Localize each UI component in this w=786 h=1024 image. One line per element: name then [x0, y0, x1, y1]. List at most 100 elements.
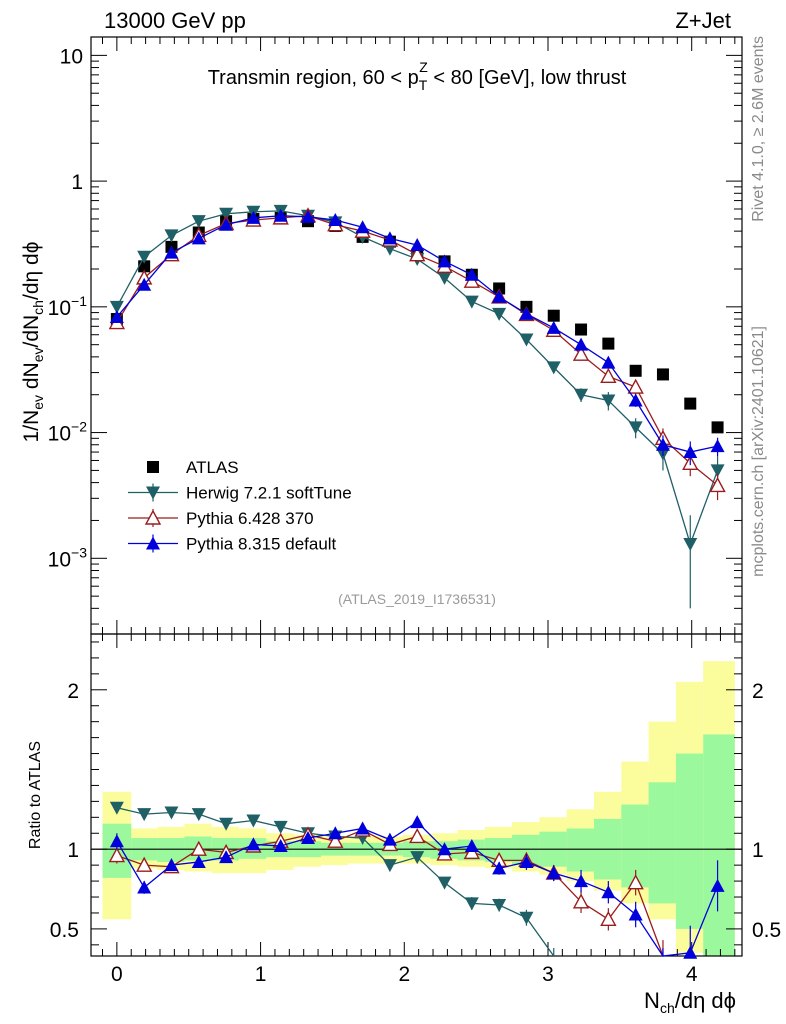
- x-tick-label: 2: [398, 963, 410, 986]
- main-point-pythia3: [437, 254, 452, 268]
- main-point-atlas0: [656, 368, 669, 381]
- main-point-herwig1: [109, 300, 124, 314]
- main-point-pythia3: [328, 213, 343, 227]
- ratio-point-pythia2: [519, 854, 534, 868]
- ratio-series: [108, 801, 725, 959]
- ratio-point-pythia2: [164, 858, 179, 872]
- legend-marker-1: [146, 486, 160, 500]
- main-point-herwig1: [546, 361, 561, 375]
- main-point-pythia3: [355, 220, 370, 234]
- ratio-point-pythia2: [628, 907, 643, 921]
- ratio-point-pythia1: [409, 827, 426, 844]
- ratio-point-pythia1: [327, 832, 344, 848]
- main-point-pythia3: [191, 231, 206, 245]
- ratio-point-pythia2: [437, 842, 452, 856]
- ratio-point-pythia2: [191, 854, 206, 868]
- legend: ATLAS Herwig 7.2.1 softTune Pythia 6.428 3…: [128, 458, 352, 554]
- ratio-point-herwig0: [219, 817, 234, 831]
- legend-label-2: Pythia 6.428 370: [186, 509, 314, 528]
- ratio-frame: [90, 633, 743, 957]
- ratio-point-herwig0: [410, 851, 425, 865]
- legend-marker-0: [147, 461, 159, 473]
- main-point-pythia3: [301, 209, 315, 223]
- main-point-herwig1: [191, 215, 206, 229]
- ratio-point-herwig0: [437, 876, 452, 890]
- main-point-pythia3: [464, 267, 479, 281]
- header-right: Z+Jet: [675, 8, 731, 33]
- main-point-herwig1: [683, 537, 698, 551]
- ratio-point-herwig0: [109, 801, 124, 815]
- main-point-herwig1: [437, 271, 452, 285]
- ratio-point-pythia1: [627, 874, 644, 890]
- main-point-atlas0: [602, 337, 615, 350]
- main-point-pythia3: [683, 445, 698, 459]
- main-point-pythia3: [246, 210, 261, 224]
- ratio-point-pythia1: [136, 856, 153, 872]
- main-point-atlas0: [684, 397, 697, 410]
- ratio-point-pythia2: [464, 839, 479, 853]
- band-green-19: [621, 804, 649, 888]
- legend-marker-2: [144, 509, 162, 525]
- header-left: 13000 GeV pp: [104, 8, 246, 33]
- ratio-point-pythia2: [410, 815, 425, 829]
- ratio-point-pythia2: [546, 866, 561, 880]
- ratio-point-pythia2: [246, 837, 261, 851]
- ratio-ytick-label-left: 2: [67, 680, 79, 703]
- main-series: [108, 204, 726, 609]
- ratio-ytick-label-left: 1: [67, 839, 79, 862]
- ratio-uncertainty-bands: [102, 661, 735, 956]
- ratio-point-herwig0: [191, 808, 206, 822]
- main-point-herwig1: [574, 388, 589, 402]
- main-point-pythia3: [492, 289, 507, 303]
- band-green-14: [484, 838, 513, 862]
- ratio-point-herwig0: [519, 911, 534, 925]
- main-point-herwig1: [137, 250, 152, 264]
- ratio-point-pythia2: [301, 831, 315, 845]
- main-point-atlas0: [629, 364, 642, 377]
- main-point-atlas0: [547, 309, 560, 322]
- ratio-axes: 0.5 0.5 1 1 2 2 0 1 2 3 4: [50, 633, 781, 986]
- band-green-20: [648, 782, 676, 904]
- ratio-point-herwig0: [492, 898, 507, 912]
- x-tick-label: 1: [255, 963, 267, 986]
- main-point-herwig1: [219, 207, 234, 221]
- band-green-22: [703, 734, 735, 956]
- main-point-herwig1: [710, 464, 725, 478]
- ratio-point-pythia1: [572, 893, 590, 909]
- legend-label-3: Pythia 8.315 default: [186, 535, 337, 554]
- ratio-point-pythia2: [137, 880, 152, 894]
- main-point-herwig1: [492, 307, 507, 321]
- mcplots-label: mcplots.cern.ch [arXiv:2401.10621]: [750, 326, 767, 577]
- ratio-ytick-label-right: 0.5: [752, 919, 781, 942]
- ratio-point-pythia2: [382, 832, 397, 846]
- main-point-pythia3: [410, 238, 425, 252]
- legend-label-1: Herwig 7.2.1 softTune: [186, 484, 352, 503]
- main-point-pythia2: [409, 246, 426, 262]
- x-tick-label: 0: [111, 963, 123, 986]
- main-point-atlas0: [711, 421, 724, 434]
- main-point-pythia3: [382, 231, 397, 245]
- band-green-21: [675, 753, 704, 929]
- main-ytick-label: 10−2: [48, 419, 88, 446]
- main-title: Transmin region, 60 < pTZ < 80 [GeV], lo…: [208, 59, 627, 93]
- ratio-point-herwig0: [382, 859, 397, 873]
- main-point-pythia2: [600, 367, 617, 384]
- main-ytick-label: 10−1: [48, 293, 88, 320]
- main-point-pythia3: [601, 355, 616, 369]
- main-point-herwig1: [601, 394, 616, 408]
- ratio-ytick-label-left: 0.5: [50, 919, 79, 942]
- main-point-pythia3: [655, 437, 670, 451]
- main-point-pythia3: [574, 337, 589, 351]
- ratio-point-pythia2: [683, 945, 698, 959]
- legend-label-0: ATLAS: [186, 458, 239, 477]
- main-point-herwig1: [628, 421, 643, 435]
- ratio-point-herwig0: [246, 814, 261, 828]
- main-point-pythia3: [273, 208, 288, 222]
- main-ytick-label: 10−3: [48, 544, 88, 571]
- ratio-point-pythia2: [219, 850, 234, 864]
- main-point-atlas0: [575, 323, 588, 336]
- ratio-point-pythia1: [108, 847, 126, 863]
- analysis-watermark: (ATLAS_2019_I1736531): [338, 591, 496, 607]
- main-ytick-label: 1: [71, 171, 83, 194]
- main-point-herwig1: [519, 333, 534, 347]
